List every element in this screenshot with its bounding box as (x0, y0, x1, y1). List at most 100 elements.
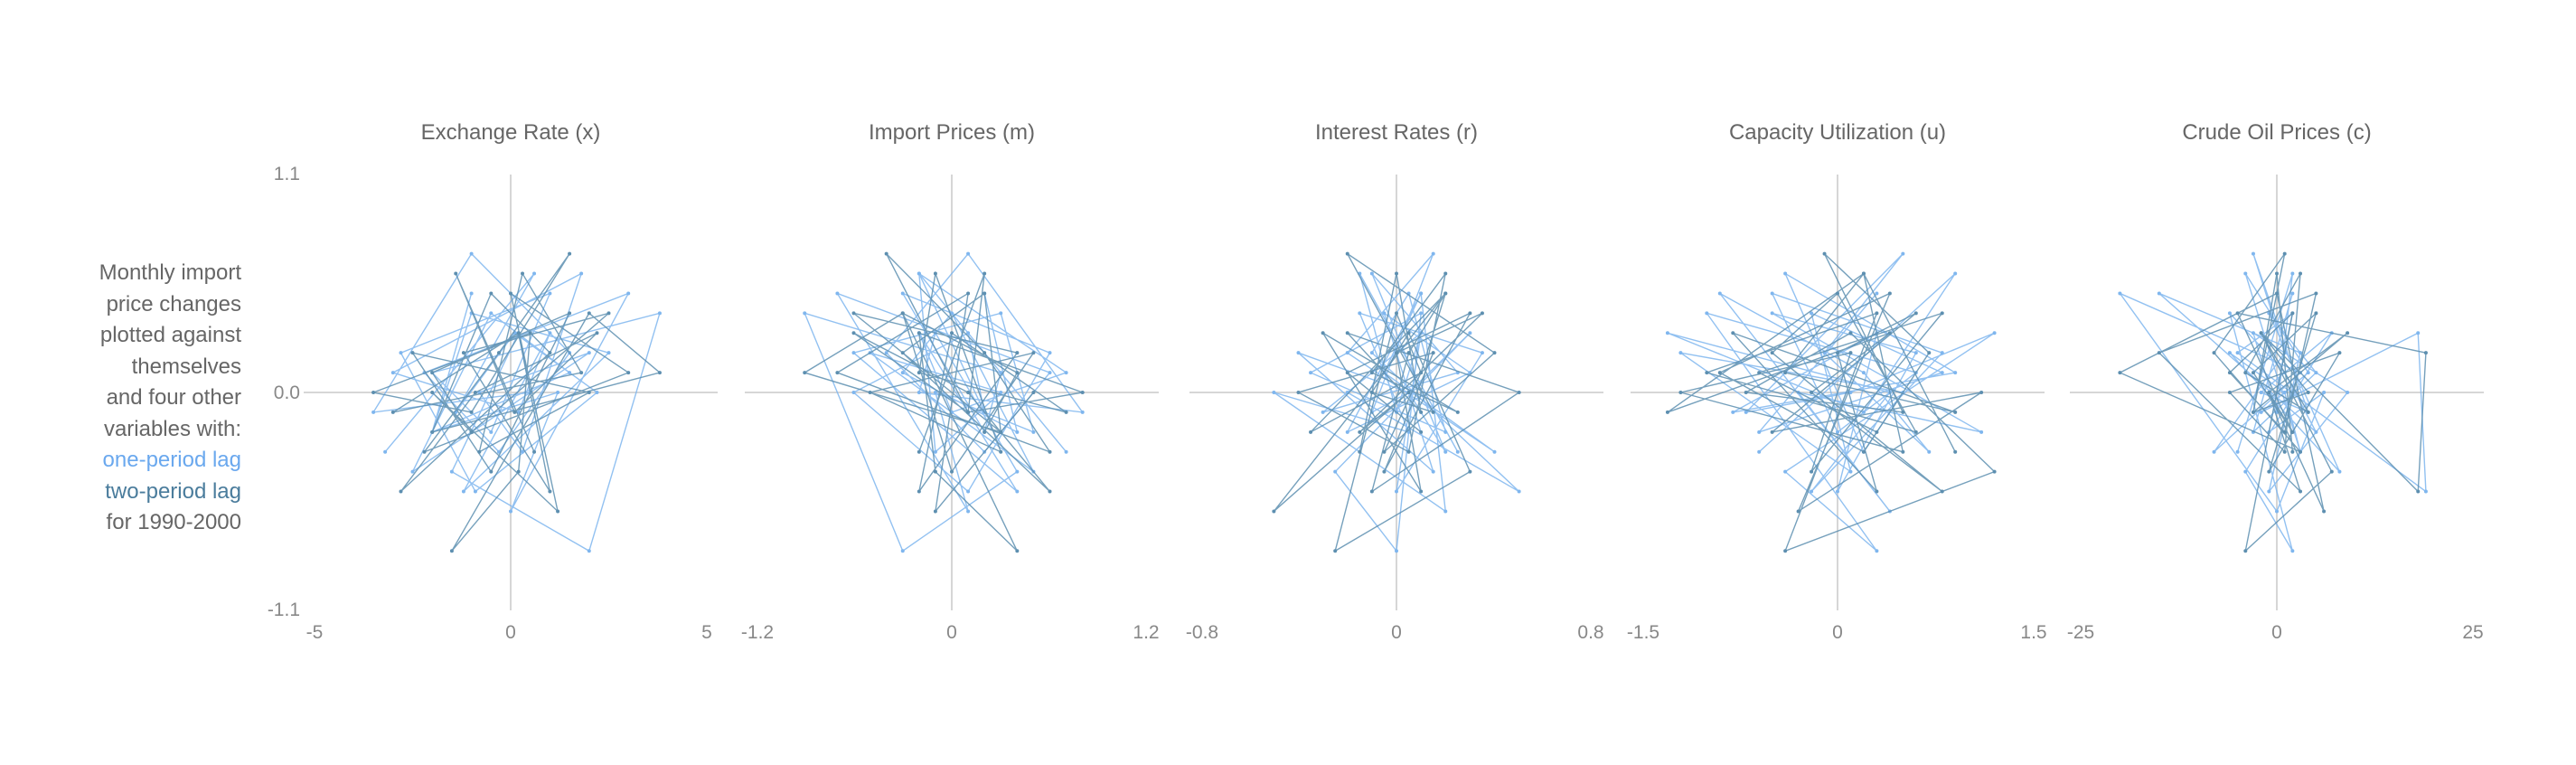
lag2-point (2243, 549, 2248, 553)
lag1-point (626, 291, 631, 296)
lag2-point (2251, 371, 2255, 375)
lag1-point (587, 549, 591, 553)
lag1-point (2267, 489, 2271, 494)
lag1-point (1443, 449, 1448, 454)
lag2-point (512, 410, 517, 414)
lag2-point (1875, 489, 1879, 494)
lag1-point (2290, 291, 2295, 296)
lag2-point (548, 351, 552, 355)
lag1-point (1705, 311, 1709, 316)
lag1-point (1770, 291, 1774, 296)
lag2-point (2157, 351, 2161, 355)
lag2-point (1333, 549, 1338, 553)
lag1-point (399, 351, 403, 355)
lag1-point (1940, 371, 1944, 375)
lag2-point (371, 391, 376, 394)
lag2-point (982, 271, 987, 276)
lag1-point (449, 469, 454, 474)
caption-line: variables with: (103, 416, 241, 441)
lag2-point (2290, 449, 2295, 454)
x-tick-label: 25 (2462, 622, 2484, 643)
lag2-point (595, 331, 599, 335)
lag2-point (1419, 371, 1424, 375)
lag2-series-line (371, 253, 662, 552)
lag1-point (1861, 371, 1866, 375)
lag1-point (1517, 489, 1521, 494)
caption-line: themselves (131, 354, 241, 379)
lag2-point (477, 449, 482, 454)
lag2-point (1517, 391, 1521, 394)
lag1-point (2299, 351, 2303, 355)
x-tick-label: 0 (2271, 622, 2282, 643)
lag2-point (2282, 251, 2287, 256)
lag1-point (2227, 351, 2232, 355)
lag2-point (2267, 391, 2271, 394)
lag2-point (1783, 549, 1788, 553)
lag2-point (2337, 351, 2342, 355)
lag2-point (2314, 291, 2318, 296)
lag1-point (1080, 410, 1085, 414)
lag2-point (917, 489, 921, 494)
lag2-point (1431, 410, 1435, 414)
lag2-point (1731, 331, 1735, 335)
lag2-point (1272, 509, 1276, 514)
lag2-point (1345, 331, 1349, 335)
lag1-point (2243, 469, 2248, 474)
lag2-point (1443, 271, 1448, 276)
lag1-series-line (804, 252, 1085, 552)
lag1-point (1783, 271, 1788, 276)
lag1-point (606, 351, 611, 355)
lag2-point (1992, 469, 1997, 474)
lag1-point (461, 489, 465, 494)
lag1-point (884, 351, 888, 355)
lag2-point (1770, 351, 1774, 355)
lag2-point (454, 271, 458, 276)
lag2-point (1822, 251, 1827, 256)
lag1-point (2282, 391, 2287, 394)
lag1-point (1744, 410, 1748, 414)
lag1-point (1848, 391, 1853, 394)
lag1-point (548, 291, 552, 296)
lag2-point (2235, 311, 2240, 316)
lag2-point (1480, 311, 1484, 316)
lag2-point (1395, 351, 1398, 355)
lag1-point (2290, 549, 2295, 553)
lag1-point (489, 311, 494, 316)
lag2-point (410, 351, 415, 355)
lag1-point (1992, 331, 1997, 335)
lag1-point (489, 430, 494, 434)
lag2-point (1015, 549, 1020, 553)
lag1-point (1861, 410, 1866, 414)
lag1-point (390, 371, 395, 375)
x-tick-label: 5 (701, 622, 712, 643)
lag2-point (1031, 391, 1036, 394)
lag2-point (1048, 449, 1052, 454)
lag2-point (1369, 391, 1374, 394)
lag1-point (2251, 331, 2255, 335)
lag2-point (1770, 430, 1774, 434)
lag1-point (1015, 489, 1020, 494)
lag1-point (851, 351, 856, 355)
lag2-point (1913, 430, 1918, 434)
legend-lag2: two-period lag (105, 478, 241, 504)
lag2-point (1419, 430, 1424, 434)
lag2-point (489, 291, 494, 296)
lag2-point (1406, 449, 1411, 454)
lag1-point (900, 549, 905, 553)
lag2-point (548, 489, 552, 494)
lag2-point (1887, 331, 1892, 335)
lag1-point (966, 489, 971, 494)
lag2-point (851, 311, 856, 316)
lag1-point (1309, 371, 1313, 375)
lag1-point (469, 251, 474, 256)
lag1-point (2235, 449, 2240, 454)
panel-title-exchange-rate: Exchange Rate (x) (420, 120, 601, 145)
lag2-point (900, 311, 905, 316)
lag2-point (657, 371, 662, 375)
lag1-point (1492, 449, 1497, 454)
lag2-point (1321, 331, 1325, 335)
lag2-point (430, 430, 435, 434)
lag2-point (1015, 371, 1020, 375)
lag1-point (1296, 351, 1301, 355)
lag2-point (1406, 391, 1411, 394)
